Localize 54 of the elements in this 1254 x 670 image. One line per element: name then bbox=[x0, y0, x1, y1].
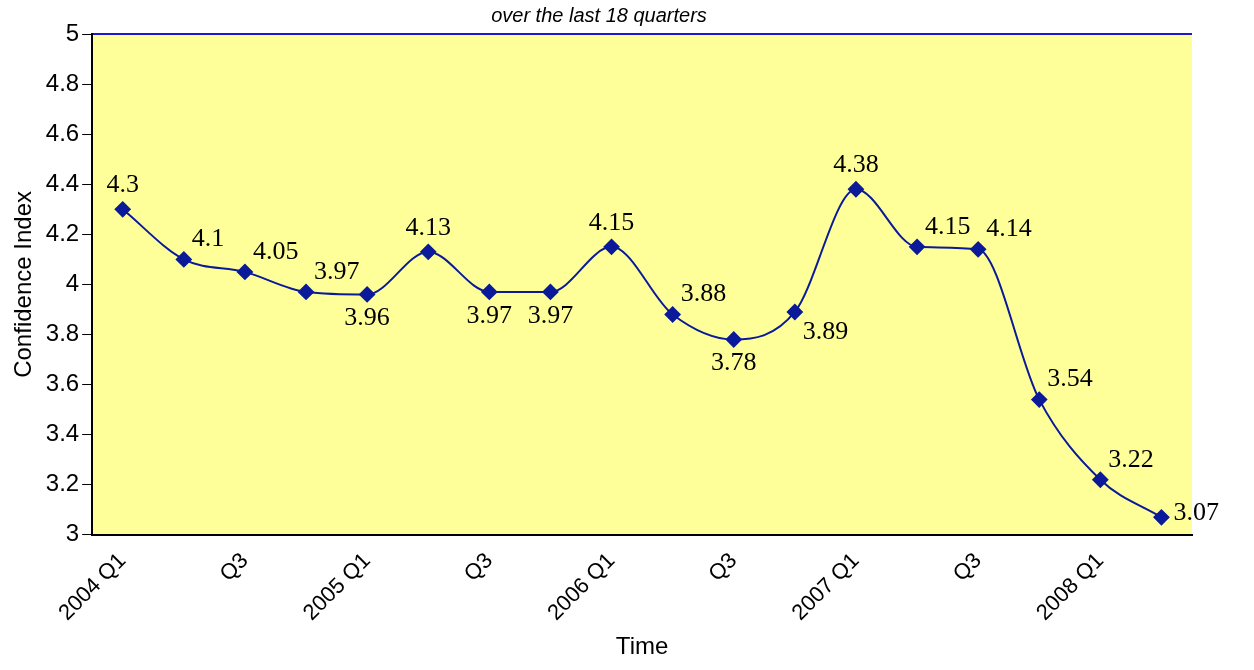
y-tick-label: 4.8 bbox=[45, 68, 80, 96]
y-tick-label: 3.4 bbox=[45, 419, 80, 447]
data-label: 4.1 bbox=[191, 223, 225, 253]
data-label: 3.78 bbox=[710, 347, 757, 377]
data-label: 4.14 bbox=[986, 213, 1032, 243]
y-tick-label: 4.4 bbox=[45, 168, 80, 196]
y-tick-label: 3.8 bbox=[45, 319, 80, 347]
x-tick-label: Q3 bbox=[703, 547, 742, 586]
data-label: 3.54 bbox=[1047, 363, 1093, 393]
point bbox=[175, 251, 192, 268]
data-label: 3.96 bbox=[344, 302, 390, 332]
point bbox=[847, 181, 864, 198]
y-tick-label: 3.6 bbox=[45, 369, 80, 397]
point bbox=[664, 306, 681, 323]
point bbox=[359, 286, 376, 303]
data-label: 3.07 bbox=[1173, 497, 1219, 527]
x-tick-label: Q3 bbox=[458, 547, 498, 586]
y-tick-label: 3.2 bbox=[45, 469, 80, 497]
x-axis-title: Time bbox=[615, 632, 669, 660]
data-label: 3.88 bbox=[680, 278, 727, 308]
data-label: 4.05 bbox=[252, 235, 299, 265]
data-label: 3.22 bbox=[1108, 443, 1154, 473]
data-label: 4.38 bbox=[833, 149, 879, 179]
point bbox=[970, 241, 987, 258]
y-tick-label: 4.6 bbox=[45, 118, 80, 146]
data-label: 4.15 bbox=[588, 206, 635, 236]
data-label: 4.3 bbox=[106, 169, 139, 199]
chart-subtitle: over the last 18 quarters bbox=[491, 3, 707, 26]
point bbox=[298, 283, 315, 300]
x-tick-label: Q3 bbox=[214, 547, 253, 586]
point bbox=[1153, 509, 1170, 526]
data-label: 4.13 bbox=[405, 211, 451, 241]
point bbox=[114, 201, 131, 218]
x-tick-label: Q3 bbox=[947, 547, 986, 586]
y-tick-label: 5 bbox=[65, 18, 80, 46]
y-tick-label: 4 bbox=[65, 269, 80, 297]
point bbox=[420, 243, 437, 260]
point bbox=[542, 283, 559, 300]
data-label: 3.97 bbox=[527, 299, 574, 329]
y-tick-label: 4.2 bbox=[45, 218, 80, 246]
point bbox=[603, 238, 620, 255]
y-tick-label: 3 bbox=[65, 519, 80, 547]
y-axis-title: Confidence Index bbox=[9, 191, 37, 378]
data-label: 4.15 bbox=[925, 210, 971, 240]
point bbox=[236, 263, 253, 280]
point bbox=[725, 331, 742, 348]
data-label: 3.89 bbox=[802, 315, 849, 345]
data-label: 3.97 bbox=[314, 255, 360, 285]
point bbox=[786, 303, 803, 320]
point bbox=[1031, 391, 1048, 408]
point bbox=[1092, 471, 1109, 488]
point bbox=[909, 238, 926, 255]
data-label: 3.97 bbox=[466, 299, 513, 329]
point bbox=[481, 283, 498, 300]
